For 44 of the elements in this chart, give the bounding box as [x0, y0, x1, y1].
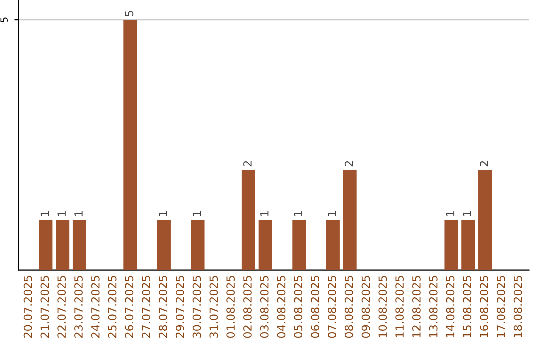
data-label: 1: [294, 211, 302, 216]
x-tick-label: 05.08.2025: [294, 276, 303, 338]
x-tick-label: 09.08.2025: [362, 276, 370, 338]
x-tick-label: 28.07.2025: [159, 276, 168, 338]
x-tick-label: 25.07.2025: [108, 276, 117, 338]
x-tick-label: 20.07.2025: [24, 276, 32, 338]
data-label: 5: [125, 11, 134, 16]
x-tick-label: 24.07.2025: [91, 276, 100, 338]
data-label: 1: [192, 211, 202, 216]
data-label: 1: [40, 211, 49, 216]
x-tick-label: 30.07.2025: [192, 276, 202, 338]
x-tick-label: 03.08.2025: [260, 276, 269, 338]
x-tick-label: 21.07.2025: [40, 276, 50, 338]
x-tick-label: 16.08.2025: [480, 276, 488, 338]
x-tick-label: 29.07.2025: [176, 276, 184, 338]
x-tick-label: 01.08.2025: [226, 276, 236, 338]
x-tick-label: 26.07.2025: [125, 276, 134, 338]
x-tick-label: 06.08.2025: [311, 276, 320, 338]
x-tick-label: 08.08.2025: [344, 276, 354, 338]
x-tick-label: 31.07.2025: [210, 276, 218, 338]
x-tick-label: 18.08.2025: [514, 276, 522, 338]
x-tick-label: 14.08.2025: [446, 276, 455, 338]
data-label: 1: [260, 211, 269, 216]
data-label: 1: [159, 211, 168, 216]
data-label: 1: [58, 211, 66, 216]
x-tick-label: 13.08.2025: [429, 276, 438, 338]
x-tick-label: 07.08.2025: [328, 276, 336, 338]
x-tick-label: 04.08.2025: [277, 276, 286, 338]
data-label: 1: [74, 211, 83, 216]
x-tick-label: 23.07.2025: [74, 276, 83, 338]
data-label: 2: [244, 161, 252, 167]
data-label: 2: [480, 161, 488, 167]
x-tick-label: 11.08.2025: [396, 276, 404, 338]
data-label: 1: [446, 211, 455, 216]
x-tick-label: 27.07.2025: [142, 276, 151, 338]
x-tick-label: 15.08.2025: [463, 276, 472, 338]
x-tick-label: 02.08.2025: [244, 276, 252, 338]
x-tick-label: 22.07.2025: [58, 276, 66, 338]
data-label: 1: [463, 211, 472, 216]
x-tick-label: 17.08.2025: [496, 276, 506, 338]
x-tick-label: 10.08.2025: [378, 276, 388, 338]
data-label: 1: [328, 211, 336, 216]
x-tick-label: 12.08.2025: [412, 276, 421, 338]
data-label: 2: [344, 161, 354, 167]
